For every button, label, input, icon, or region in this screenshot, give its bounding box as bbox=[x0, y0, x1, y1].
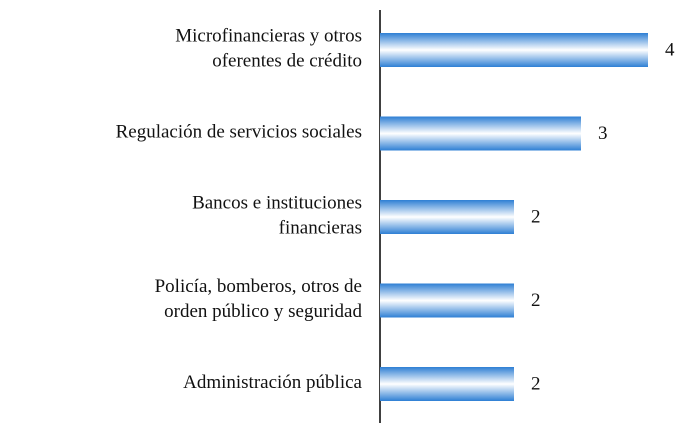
value-label: 2 bbox=[531, 290, 541, 311]
value-label: 2 bbox=[531, 206, 541, 227]
category-label: Microfinancieras y otros oferentes de cré… bbox=[175, 26, 362, 72]
category-label-line: Bancos e instituciones bbox=[192, 193, 362, 214]
category-label-line: Policía, bomberos, otros de bbox=[155, 276, 362, 297]
category-label-line: oferentes de crédito bbox=[212, 51, 362, 72]
bar bbox=[380, 200, 514, 234]
category-label-line: Regulación de servicios sociales bbox=[116, 122, 362, 143]
bar bbox=[380, 367, 514, 401]
bar bbox=[380, 116, 581, 151]
category-label-line: Administración pública bbox=[183, 372, 362, 393]
value-label: 3 bbox=[598, 123, 608, 144]
value-label: 2 bbox=[531, 373, 541, 394]
value-label: 4 bbox=[665, 39, 675, 60]
bar bbox=[380, 283, 514, 318]
bar bbox=[380, 33, 648, 67]
category-label: Administración pública bbox=[183, 372, 362, 393]
category-label-line: Microfinancieras y otros bbox=[175, 26, 362, 47]
category-label: Policía, bomberos, otros de orden público… bbox=[155, 276, 363, 322]
category-label: Bancos e instituciones financieras bbox=[192, 193, 362, 239]
category-label: Regulación de servicios sociales bbox=[116, 122, 362, 143]
category-label-line: orden público y seguridad bbox=[164, 301, 362, 322]
category-label-line: financieras bbox=[279, 218, 362, 239]
